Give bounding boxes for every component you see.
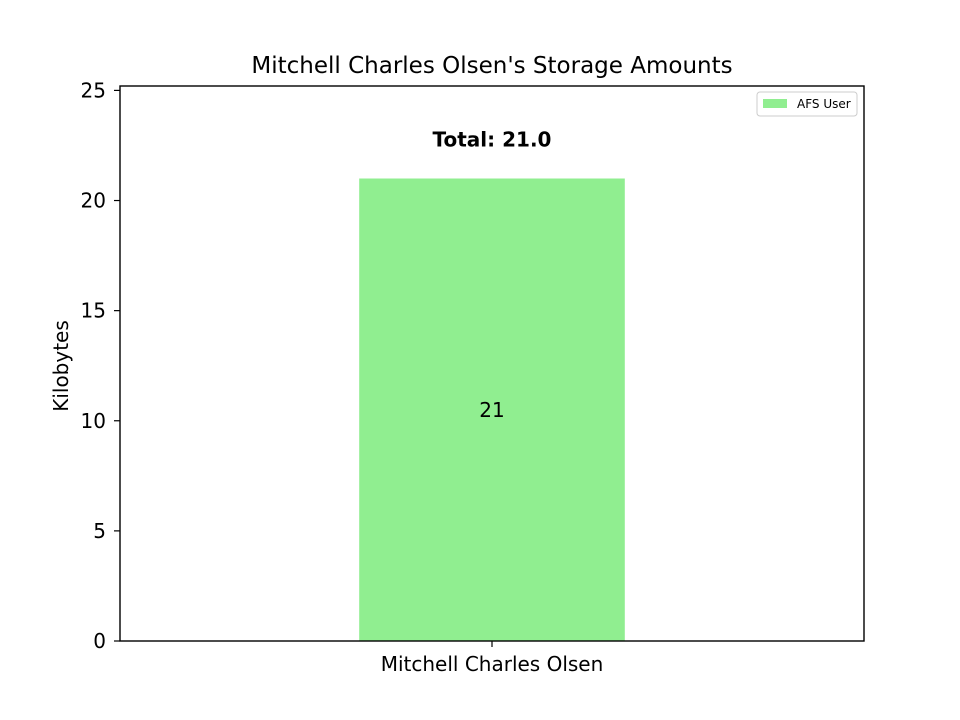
bar	[359, 178, 625, 641]
y-tick-label: 15	[81, 299, 106, 323]
y-tick-label: 5	[93, 519, 106, 543]
y-tick-label: 20	[81, 189, 106, 213]
x-tick-label: Mitchell Charles Olsen	[381, 652, 604, 676]
y-tick-label: 0	[93, 629, 106, 653]
plot-frame	[119, 85, 865, 642]
x-axis-ticks: Mitchell Charles Olsen	[381, 641, 604, 676]
y-tick-label: 10	[81, 409, 106, 433]
y-axis-label: Kilobytes	[49, 320, 73, 412]
y-axis-ticks: 0 5 10 15 20 25	[81, 78, 120, 653]
legend-label-afs-user: AFS User	[797, 97, 851, 111]
y-tick-label: 25	[81, 78, 106, 102]
legend-swatch-afs-user	[763, 99, 787, 108]
chart-title: Mitchell Charles Olsen's Storage Amounts	[251, 53, 732, 79]
bar-value-label: 21	[479, 398, 504, 422]
legend-box	[756, 91, 858, 117]
bars-group: 21	[359, 178, 625, 641]
total-annotation: Total: 21.0	[433, 128, 552, 152]
legend: AFS User	[756, 91, 858, 117]
